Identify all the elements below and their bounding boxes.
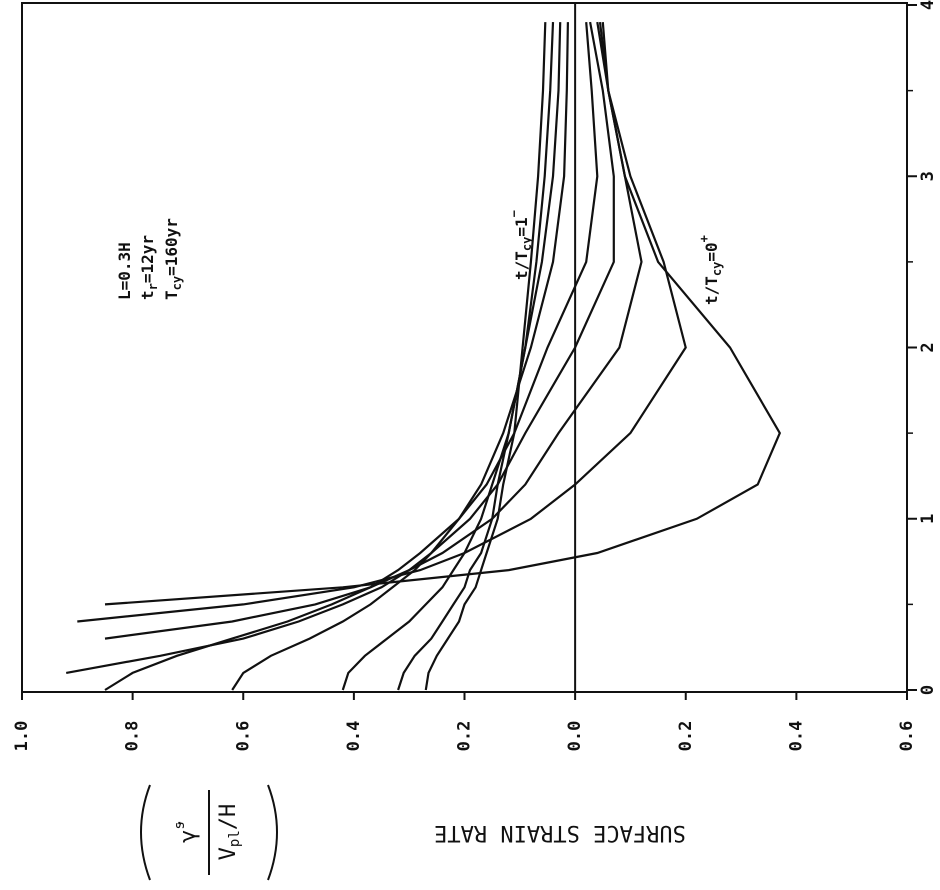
annotation-part: T — [162, 290, 181, 300]
annotation-part: t — [138, 290, 157, 300]
y-tick-label: 0.4 — [344, 721, 364, 752]
line — [231, 22, 569, 691]
line — [104, 22, 782, 606]
plot-lines — [66, 21, 782, 691]
unit-denominator: Vpl/H — [216, 804, 243, 861]
y-tick-label: 1.0 — [12, 721, 32, 752]
x-tick-label: 1 — [918, 514, 938, 524]
line — [341, 22, 562, 691]
y-tick-label: 0.6 — [897, 721, 917, 752]
line — [77, 21, 687, 623]
annotation: tr=12yr — [138, 235, 160, 300]
x-tick-label: 4 — [918, 0, 938, 10]
annotation: L=0.3H — [115, 242, 134, 300]
line — [66, 21, 615, 674]
y-axis-label: SURFACE STRAIN RATE — [434, 820, 686, 845]
annotation-part: + — [697, 235, 711, 242]
annotation-part: r — [146, 283, 160, 290]
y-tick-label: 0.8 — [123, 721, 143, 752]
annotation: t/Tcy=0+ — [697, 235, 724, 305]
y-tick-label: 0.0 — [565, 721, 585, 752]
unit-part: pl — [227, 830, 243, 847]
annotation: t/Tcy=1− — [507, 210, 534, 280]
annotation-part: cy — [520, 237, 534, 251]
annotation-part: =160yr — [162, 218, 181, 276]
y-tick-label: 0.6 — [233, 721, 253, 752]
unit-part: s — [172, 821, 188, 829]
x-tick-label: 0 — [918, 685, 938, 695]
unit-part: V — [216, 847, 241, 860]
y-unit: γ̇s Vpl/H — [172, 804, 243, 861]
line — [424, 22, 547, 691]
unit-part: /H — [216, 804, 241, 831]
annotation-part: − — [507, 210, 521, 217]
annotation-part: cy — [710, 262, 724, 276]
unit-numerator: γ̇s — [172, 821, 201, 843]
annotation-part: =12yr — [138, 235, 157, 283]
annotation-part: t/T — [512, 251, 531, 280]
annotation-part: L=0.3H — [115, 242, 134, 300]
annotation-part: cy — [170, 276, 184, 290]
line — [397, 22, 555, 691]
unit-bracket — [140, 784, 278, 881]
y-tick-label: 0.2 — [676, 721, 696, 752]
annotation-part: t/T — [702, 276, 721, 305]
line — [104, 21, 643, 640]
y-tick-label: 0.2 — [455, 721, 475, 752]
y-tick-label: 0.4 — [786, 721, 806, 752]
line — [104, 22, 599, 691]
x-tick-label: 2 — [918, 342, 938, 352]
annotation-part: =1 — [512, 217, 531, 236]
annotation: Tcy=160yr — [162, 218, 184, 300]
x-tick-label: 3 — [918, 171, 938, 181]
annotation-part: =0 — [702, 242, 721, 261]
